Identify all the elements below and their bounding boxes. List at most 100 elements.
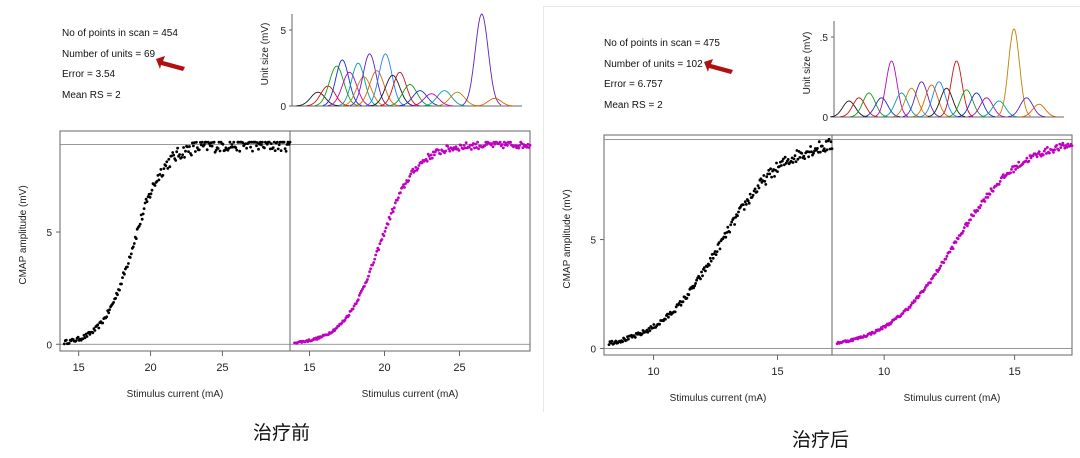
data-point	[155, 180, 159, 183]
data-point	[245, 146, 249, 150]
data-point	[150, 188, 154, 192]
error-value: Error = 6.757	[604, 79, 663, 90]
data-point	[485, 143, 489, 146]
data-point	[409, 172, 413, 176]
data-point	[948, 250, 952, 254]
data-point	[817, 140, 821, 144]
data-point	[425, 159, 429, 163]
data-point	[707, 263, 711, 267]
data-point	[196, 146, 199, 150]
data-point	[118, 288, 121, 292]
data-point	[768, 172, 772, 176]
data-point	[132, 242, 136, 245]
data-point	[648, 329, 652, 332]
data-point	[979, 204, 983, 207]
x-tick-label: 10	[878, 366, 890, 378]
data-point	[167, 157, 171, 161]
data-point	[961, 229, 965, 233]
data-point	[212, 140, 216, 144]
data-point	[1061, 141, 1065, 145]
unit-curve	[422, 90, 466, 107]
data-point	[939, 264, 943, 268]
data-point	[377, 248, 381, 252]
data-point	[278, 140, 282, 144]
data-point	[315, 338, 319, 341]
data-point	[392, 206, 396, 210]
points-in-scan: No of points in scan = 454	[62, 28, 178, 39]
data-point	[1070, 144, 1074, 148]
data-point	[279, 149, 283, 152]
data-point	[1059, 146, 1063, 149]
unit-curve	[355, 70, 399, 107]
data-point	[430, 156, 434, 160]
data-point	[282, 140, 286, 144]
data-point	[382, 234, 386, 238]
data-point	[880, 327, 884, 331]
data-point	[393, 201, 397, 205]
data-point	[174, 159, 178, 162]
data-point	[709, 259, 713, 263]
data-point	[1046, 146, 1049, 149]
data-point	[800, 151, 804, 155]
data-point	[501, 146, 505, 150]
data-point	[218, 149, 222, 153]
data-point	[742, 203, 745, 206]
scan-info: No of points in scan = 454 Number of uni…	[62, 24, 178, 106]
data-point	[446, 144, 450, 148]
data-point	[123, 272, 126, 276]
data-point	[162, 167, 166, 170]
data-point	[792, 157, 796, 161]
data-point	[168, 165, 172, 169]
data-point	[472, 142, 475, 145]
data-point	[172, 153, 176, 157]
data-point	[967, 221, 970, 225]
data-point	[491, 145, 495, 149]
data-point	[180, 156, 184, 159]
data-point	[148, 195, 152, 199]
data-point	[911, 301, 915, 305]
data-point	[986, 196, 990, 199]
data-point	[1025, 156, 1029, 160]
unit-curve	[902, 81, 941, 118]
unit-curve	[997, 28, 1031, 117]
data-point	[757, 186, 761, 190]
data-point	[504, 141, 508, 145]
points-in-scan: No of points in scan = 475	[604, 38, 720, 49]
data-point	[695, 278, 698, 282]
data-point	[327, 333, 330, 336]
data-point	[762, 174, 766, 177]
data-point	[908, 306, 912, 309]
data-point	[956, 237, 960, 241]
y-tick-label: 0	[590, 344, 596, 355]
data-point	[699, 277, 702, 281]
x-tick-label: 20	[144, 362, 156, 374]
mean-rs: Mean RS = 2	[62, 89, 121, 101]
data-point	[984, 196, 988, 199]
data-point	[746, 199, 750, 203]
data-point	[781, 157, 785, 161]
data-point	[363, 284, 366, 288]
unit-curve	[874, 60, 909, 117]
data-point	[1042, 149, 1046, 153]
data-point	[287, 143, 291, 146]
data-point	[145, 200, 149, 203]
plot-frame	[603, 134, 1073, 356]
data-point	[204, 140, 208, 144]
data-point	[965, 221, 968, 225]
data-point	[205, 148, 209, 152]
data-point	[378, 242, 382, 246]
data-point	[187, 150, 190, 153]
data-point	[610, 339, 614, 343]
data-point	[728, 230, 732, 234]
data-point	[1012, 170, 1015, 174]
data-point	[1048, 151, 1051, 155]
data-point	[830, 147, 834, 151]
arrow-icon	[704, 59, 733, 74]
data-point	[369, 267, 372, 271]
data-point	[884, 325, 887, 329]
data-point	[809, 145, 812, 148]
data-point	[178, 153, 182, 156]
data-point	[827, 137, 831, 141]
data-point	[62, 342, 66, 346]
panel-before: No of points in scan = 454 Number of uni…	[0, 0, 540, 410]
